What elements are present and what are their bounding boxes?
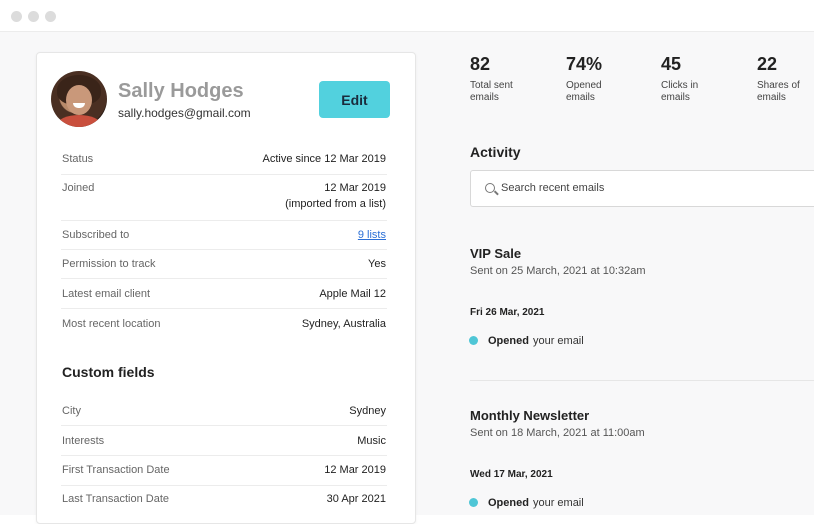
activity-campaign-title[interactable]: Monthly Newsletter (470, 408, 590, 423)
activity-sent-time: Sent on 25 March, 2021 at 10:32am (470, 265, 646, 277)
event-action: Opened (488, 497, 529, 509)
detail-row-subscribed: Subscribed to 9 lists (61, 229, 387, 250)
custom-value: 12 Mar 2019 (324, 464, 386, 476)
activity-date: Fri 26 Mar, 2021 (470, 307, 545, 318)
opened-status-dot (469, 336, 478, 345)
detail-label: Subscribed to (62, 229, 130, 241)
stat-label: Clicks in emails (661, 80, 699, 103)
profile-name: Sally Hodges (118, 80, 244, 102)
custom-row-last-transaction: Last Transaction Date 30 Apr 2021 (61, 493, 387, 514)
detail-label: Joined (62, 182, 95, 194)
activity-event: Opened your email (469, 335, 584, 347)
detail-value: Yes (368, 258, 386, 270)
detail-label: Permission to track (62, 258, 156, 270)
event-target: your email (532, 335, 584, 347)
custom-fields-title: Custom fields (62, 364, 155, 380)
detail-value: 12 Mar 2019 (imported from a list) (285, 182, 386, 210)
custom-label: First Transaction Date (62, 464, 170, 476)
search-placeholder: Search recent emails (501, 182, 605, 194)
profile-email: sally.hodges@gmail.com (118, 106, 251, 120)
detail-row-joined: Joined 12 Mar 2019 (imported from a list… (61, 182, 387, 221)
detail-row-status: Status Active since 12 Mar 2019 (61, 153, 387, 175)
detail-row-location: Most recent location Sydney, Australia (61, 318, 387, 340)
custom-label: Last Transaction Date (62, 493, 170, 505)
window-maximize-dot[interactable] (45, 11, 56, 22)
joined-note: (imported from a list) (285, 198, 386, 210)
detail-label: Most recent location (62, 318, 161, 330)
activity-event: Opened your email (469, 497, 584, 509)
activity-date: Wed 17 Mar, 2021 (470, 469, 553, 480)
event-action: Opened (488, 335, 529, 347)
window-close-dot[interactable] (11, 11, 22, 22)
stat-clicks: 45 Clicks in emails (661, 54, 721, 104)
activity-title: Activity (470, 144, 521, 160)
stat-value: 22 (757, 54, 778, 74)
detail-row-email-client: Latest email client Apple Mail 12 (61, 288, 387, 309)
window-minimize-dot[interactable] (28, 11, 39, 22)
detail-label: Status (62, 153, 94, 165)
activity-sent-time: Sent on 18 March, 2021 at 11:00am (470, 427, 645, 439)
stat-value: 45 (661, 54, 682, 74)
profile-card: Sally Hodges sally.hodges@gmail.com Edit… (36, 52, 416, 524)
subscribed-lists-link[interactable]: 9 lists (357, 229, 386, 241)
custom-value: Music (357, 435, 386, 447)
custom-label: City (62, 405, 81, 417)
window-titlebar (0, 0, 814, 32)
stat-label: Total sent emails (470, 80, 513, 103)
stat-value: 74% (566, 54, 603, 74)
activity-divider (470, 380, 814, 381)
edit-button[interactable]: Edit (319, 81, 390, 118)
stat-label: Shares of emails (757, 80, 800, 103)
custom-row-city: City Sydney (61, 405, 387, 426)
custom-value: 30 Apr 2021 (326, 493, 386, 505)
detail-value: Active since 12 Mar 2019 (262, 153, 386, 165)
joined-date: 12 Mar 2019 (324, 182, 386, 194)
detail-value: Apple Mail 12 (319, 288, 386, 300)
detail-value: Sydney, Australia (301, 318, 386, 330)
search-icon (485, 183, 495, 193)
custom-label: Interests (62, 435, 105, 447)
stat-opened: 74% Opened emails (566, 54, 626, 104)
stat-total-sent: 82 Total sent emails (470, 54, 530, 104)
avatar (51, 71, 107, 127)
custom-row-first-transaction: First Transaction Date 12 Mar 2019 (61, 464, 387, 486)
stat-label: Opened emails (566, 80, 602, 103)
detail-row-permission: Permission to track Yes (61, 258, 387, 279)
stat-value: 82 (470, 54, 491, 74)
search-input[interactable]: Search recent emails (470, 170, 814, 207)
activity-campaign-title[interactable]: VIP Sale (470, 246, 522, 261)
detail-label: Latest email client (62, 288, 151, 300)
custom-row-interests: Interests Music (61, 435, 387, 456)
event-target: your email (532, 497, 584, 509)
opened-status-dot (469, 498, 478, 507)
stat-shares: 22 Shares of emails (757, 54, 814, 104)
custom-value: Sydney (349, 405, 386, 417)
